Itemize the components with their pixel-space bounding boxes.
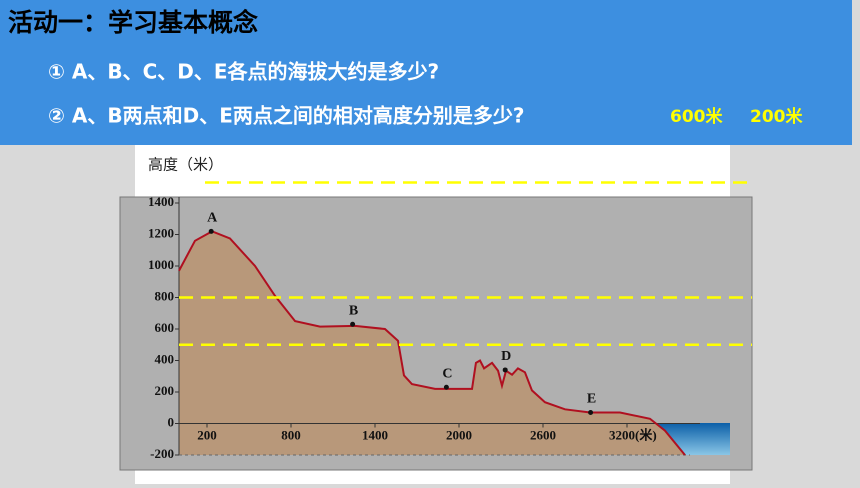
y-tick-label: 1000 [148,257,174,272]
answer: 600米 [670,106,723,127]
y-tick-label: 0 [168,414,175,429]
y-axis-title: 高度（米） [148,156,223,173]
header-bar [0,0,852,145]
point [588,409,594,415]
point [208,228,214,234]
terrain-profile [178,230,686,456]
question: ① A、B、C、D、E各点的海拔大约是多少? [48,60,439,84]
point-label: E [587,392,596,407]
question: ② A、B两点和D、E两点之间的相对高度分别是多少? [48,104,524,128]
y-tick-label: 1400 [148,194,174,209]
x-tick-label: 200 [197,427,217,442]
y-tick-label: 200 [155,383,175,398]
x-tick-label: 1400 [362,427,388,442]
point [443,384,449,390]
point-label: A [207,211,218,226]
answer: 200米 [750,106,803,127]
chart: -200 0 200 400 600 800 1000 1200 1400 200 800 1400 2… [148,181,752,461]
point-label: B [349,303,358,318]
y-tick-label: 600 [155,320,175,335]
point [350,321,356,327]
y-tick-label: 800 [155,288,175,303]
title: 活动一：学习基本概念 [8,8,258,37]
terrain-fill [179,231,685,455]
x-tick-label: 2600 [530,427,556,442]
x-tick-label: 800 [281,427,301,442]
point-label: C [442,366,452,381]
y-tick-label: 1200 [148,225,174,240]
x-tick-label: 3200(米) [609,427,657,442]
point [502,367,508,373]
point-label: D [501,349,511,364]
x-tick-label: 2000 [446,427,472,442]
y-tick-label: -200 [150,446,174,461]
y-tick-label: 400 [155,351,175,366]
